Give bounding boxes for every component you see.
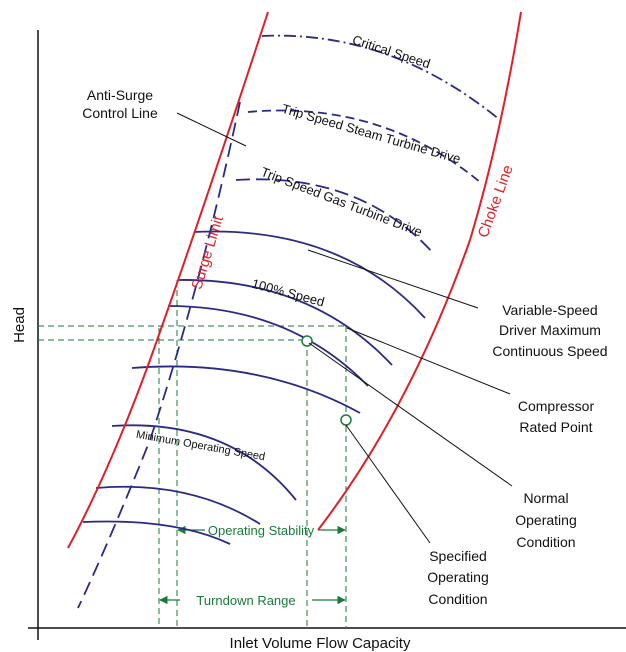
hundred-speed-label: 100% Speed [250, 276, 326, 310]
surge-limit-label: Surge Limit [188, 213, 227, 291]
choke-line [317, 11, 522, 531]
rated-label-line1: Compressor [518, 398, 595, 414]
critical-speed-curve [261, 34, 501, 121]
turndown-label: Turndown Range [196, 593, 295, 608]
curve-7 [82, 520, 231, 545]
max-continuous-label-line1: Variable-Speed [502, 302, 597, 318]
curve-4 [131, 365, 361, 414]
speed-curves [82, 34, 501, 545]
leader-lines [176, 112, 513, 544]
x-axis-label: Inlet Volume Flow Capacity [230, 635, 411, 652]
anti-surge-label-line2: Control Line [82, 105, 158, 121]
specified-operating-point [340, 414, 352, 426]
trip-gas-label: Trip Speed Gas Turbine Drive [259, 164, 424, 239]
specified-leader [345, 424, 431, 544]
normal-leader [308, 342, 513, 487]
rated-label-line2: Rated Point [519, 419, 592, 435]
normal-label-line3: Condition [516, 534, 575, 550]
max-continuous-curve [193, 230, 426, 319]
trip-steam-curve [247, 109, 481, 183]
minimum-speed-curve [111, 424, 297, 501]
trip-gas-curve [235, 178, 435, 255]
operating-stability-label: Operating Stability [208, 523, 315, 538]
max-continuous-label-line3: Continuous Speed [492, 343, 607, 359]
max-continuous-leader [307, 249, 479, 309]
curve-3 [167, 305, 369, 387]
specified-label-line3: Condition [428, 591, 487, 607]
curve-6 [95, 485, 261, 525]
surge-limit-line [67, 11, 269, 549]
reference-lines [38, 280, 347, 628]
max-continuous-label-line2: Driver Maximum [499, 322, 601, 338]
hundred-speed-curve [177, 279, 393, 366]
anti-surge-control-line [77, 101, 241, 609]
y-axis-label: Head [11, 307, 28, 343]
normal-label-line1: Normal [523, 490, 568, 506]
specified-label-line2: Operating [427, 569, 488, 585]
critical-speed-label: Critical Speed [351, 32, 433, 71]
rated-leader [346, 327, 511, 395]
trip-steam-label: Trip Speed Steam Turbine Drive [280, 101, 462, 166]
anti-surge-label-line1: Anti-Surge [87, 87, 153, 103]
normal-label-line2: Operating [515, 512, 576, 528]
specified-label-line1: Specified [429, 548, 487, 564]
anti-surge-leader [176, 112, 247, 147]
